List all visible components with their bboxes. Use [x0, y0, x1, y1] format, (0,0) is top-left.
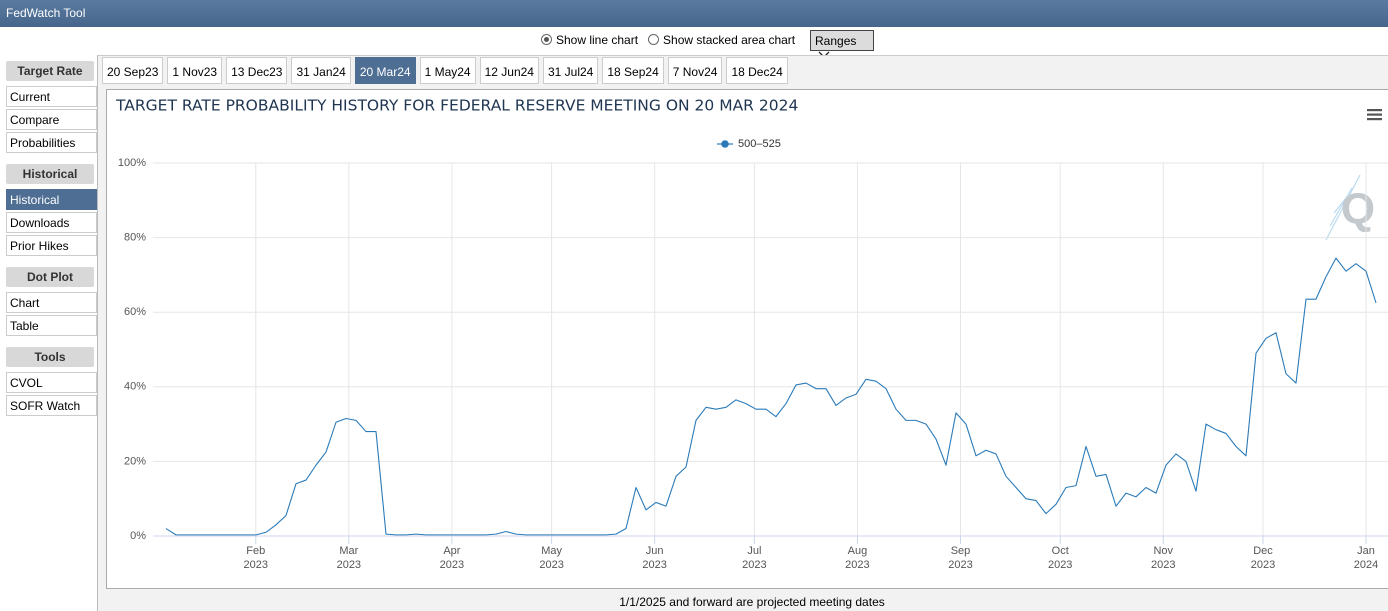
- sidebar-item[interactable]: CVOL: [6, 372, 97, 393]
- x-tick-label: 2023: [244, 559, 268, 571]
- sidebar-heading: Tools: [6, 347, 94, 367]
- x-tick-label: Mar: [339, 545, 358, 557]
- x-tick-label: Aug: [848, 545, 868, 557]
- meeting-tabs: 20 Sep23 1 Nov23 13 Dec23 31 Jan24 20 Mar24 1…: [102, 57, 788, 84]
- radio-option[interactable]: Show line chart: [541, 33, 638, 47]
- x-tick-label: Dec: [1253, 545, 1273, 557]
- meeting-tab[interactable]: 20 Mar24: [354, 57, 416, 84]
- sidebar-item[interactable]: Table: [6, 315, 97, 336]
- x-tick-label: 2023: [948, 559, 972, 571]
- meeting-tab[interactable]: 31 Jan24: [291, 57, 351, 84]
- meeting-tab[interactable]: 18 Dec24: [726, 57, 788, 84]
- x-tick-label: 2023: [642, 559, 666, 571]
- series-line: [165, 257, 1377, 536]
- x-tick-label: Sep: [951, 545, 971, 557]
- sidebar-item[interactable]: Current: [6, 86, 97, 107]
- sidebar-heading: Historical: [6, 164, 94, 184]
- x-tick-label: 2023: [845, 559, 869, 571]
- sidebar-item[interactable]: Prior Hikes: [6, 235, 97, 256]
- ranges-button[interactable]: Ranges: [810, 30, 874, 58]
- x-tick-label: Apr: [443, 545, 460, 557]
- meeting-tab[interactable]: 12 Jun24: [479, 57, 539, 84]
- y-tick-label: 80%: [124, 232, 146, 244]
- x-tick-label: 2023: [1151, 559, 1175, 571]
- x-tick-label: 2024: [1354, 559, 1378, 571]
- y-tick-label: 60%: [124, 306, 146, 318]
- legend-marker: [721, 140, 729, 148]
- ranges-label: Ranges: [815, 34, 857, 48]
- chart-options: Show line chart Show stacked area chart: [541, 33, 805, 47]
- x-tick-label: May: [541, 545, 562, 557]
- sidebar-item[interactable]: Downloads: [6, 212, 97, 233]
- radio-button[interactable]: [648, 34, 660, 45]
- menu-icon[interactable]: [1367, 109, 1382, 121]
- meeting-tab[interactable]: 7 Nov24: [667, 57, 723, 84]
- y-tick-label: 100%: [118, 157, 146, 169]
- meeting-tab[interactable]: 31 Jul24: [542, 57, 599, 84]
- x-tick-label: 2023: [1048, 559, 1072, 571]
- x-tick-label: Jan: [1357, 545, 1375, 557]
- x-tick-label: 2023: [440, 559, 464, 571]
- sidebar-item[interactable]: Historical: [6, 189, 97, 210]
- radio-label: Show line chart: [556, 33, 639, 47]
- footer-note: 1/1/2025 and forward are projected meeti…: [619, 595, 885, 609]
- radio-option[interactable]: Show stacked area chart: [648, 33, 795, 47]
- sidebar-heading: Target Rate: [6, 61, 94, 81]
- x-tick-label: Feb: [246, 545, 265, 557]
- meeting-tab[interactable]: 1 May24: [419, 57, 476, 84]
- x-tick-label: 2023: [337, 559, 361, 571]
- logo-stripes: [1325, 174, 1361, 241]
- legend-label: 500–525: [738, 138, 781, 150]
- app-header: FedWatch Tool: [0, 0, 1388, 27]
- meeting-tab[interactable]: 13 Dec23: [226, 57, 288, 84]
- x-tick-label: 2023: [742, 559, 766, 571]
- legend: 500–525: [717, 138, 781, 150]
- chart-title: TARGET RATE PROBABILITY HISTORY FOR FEDE…: [115, 97, 798, 115]
- sidebar-item[interactable]: Chart: [6, 292, 97, 313]
- x-tick-label: 2023: [539, 559, 563, 571]
- chart-box: [106, 89, 1388, 589]
- x-tick-label: Nov: [1153, 545, 1173, 557]
- radio-button[interactable]: [541, 34, 552, 45]
- sidebar-item[interactable]: SOFR Watch: [6, 395, 97, 416]
- logo: Q: [1341, 185, 1375, 234]
- sidebar-heading: Dot Plot: [6, 267, 94, 287]
- meeting-tab[interactable]: 1 Nov23: [167, 57, 223, 84]
- sidebar-item[interactable]: Compare: [6, 109, 97, 130]
- x-tick-label: Oct: [1052, 545, 1069, 557]
- y-tick-label: 0%: [130, 530, 146, 542]
- x-tick-label: Jun: [646, 545, 664, 557]
- y-tick-label: 20%: [124, 455, 146, 467]
- sidebar-item[interactable]: Probabilities: [6, 132, 97, 153]
- meeting-tab[interactable]: 20 Sep23: [102, 57, 164, 84]
- meeting-tab[interactable]: 18 Sep24: [602, 57, 664, 84]
- x-tick-label: Jul: [747, 545, 761, 557]
- y-tick-label: 40%: [124, 381, 146, 393]
- radio-label: Show stacked area chart: [663, 33, 796, 47]
- x-tick-label: 2023: [1251, 559, 1275, 571]
